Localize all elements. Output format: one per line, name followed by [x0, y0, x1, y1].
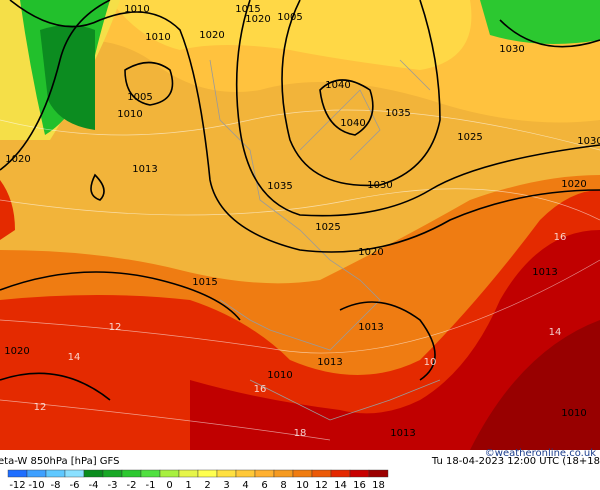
colorbar-label: -4 [89, 480, 99, 490]
colorbar-swatch [368, 469, 389, 478]
colorbar-swatch [102, 469, 123, 478]
isobar-label: 1013 [532, 267, 557, 278]
colorbar-label: -8 [51, 480, 61, 490]
isobar-label: 1040 [340, 118, 365, 129]
theta-label: 14 [68, 352, 81, 363]
colorbar-label: 1 [185, 480, 191, 490]
colorbar-label: 8 [280, 480, 286, 490]
colorbar-label: -2 [127, 480, 137, 490]
colorbar-label: 0 [166, 480, 172, 490]
isobar-label: 1025 [315, 222, 340, 233]
credit: ©weatheronline.co.uk [485, 448, 596, 459]
theta-contour [0, 109, 600, 441]
colorbar-label: -12 [9, 480, 25, 490]
isobar-label: 1015 [235, 4, 260, 15]
zone [190, 230, 600, 450]
labels: 1010 1015 1005 1010 1020 1020 1005 1010 1040 1040… [4, 4, 600, 439]
isobar-label: 1030 [577, 136, 600, 147]
isobar-label: 1010 [124, 4, 149, 15]
theta-label: 12 [109, 322, 122, 333]
isobar-label: 1013 [358, 322, 383, 333]
isobar-label: 1025 [457, 132, 482, 143]
colorbar-label: 14 [334, 480, 347, 490]
isobar-label: 1035 [385, 108, 410, 119]
isobar-label: 1013 [317, 357, 342, 368]
colorbar-swatch [254, 469, 275, 478]
colorbar-swatch [26, 469, 47, 478]
footer-title: eta-W 850hPa [hPa] GFS [0, 456, 119, 467]
isobar-label: 1010 [117, 109, 142, 120]
isobar-label: 1020 [561, 179, 586, 190]
isobar-label: 1035 [267, 181, 292, 192]
isobar [0, 0, 600, 253]
colorbar-swatch [311, 469, 332, 478]
colorbar-label: -10 [28, 480, 44, 490]
theta-label: 16 [554, 232, 567, 243]
isobar-label: 1020 [358, 247, 383, 258]
colorbar-swatch [273, 469, 294, 478]
isobar-label: 1010 [267, 370, 292, 381]
isobar-label: 1010 [561, 408, 586, 419]
coastline [209, 59, 441, 421]
isobar-label: 1020 [5, 154, 30, 165]
isobar-label: 1020 [199, 30, 224, 41]
theta-label: 16 [254, 384, 267, 395]
colorbar-swatch [7, 469, 28, 478]
isobar [235, 0, 600, 217]
colorbar-swatch [330, 469, 351, 478]
colorbar-swatch [178, 469, 199, 478]
colorbar-label: -1 [146, 480, 156, 490]
colorbar-label: -3 [108, 480, 118, 490]
theta-label: 12 [34, 402, 47, 413]
zone [110, 0, 472, 70]
zone [40, 25, 95, 130]
colorbar-label: 12 [315, 480, 328, 490]
colorbar-swatch [64, 469, 85, 478]
colorbar-swatch [159, 469, 180, 478]
isobar-label: 1010 [145, 32, 170, 43]
theta-label: 10 [424, 357, 437, 368]
map [0, 0, 600, 450]
isobar [0, 19, 600, 401]
isobar-label: 1005 [127, 92, 152, 103]
footer-time: Tu 18-04-2023 12:00 UTC (18+18 [431, 456, 600, 467]
colorbar-swatch [235, 469, 256, 478]
isobar [90, 61, 374, 201]
isobar-label: 1013 [390, 428, 415, 439]
isobar-label: 1030 [367, 180, 392, 191]
colorbar-swatch [140, 469, 161, 478]
colorbar-swatch [292, 469, 313, 478]
isobar-label: 1015 [192, 277, 217, 288]
zone [470, 320, 600, 450]
colorbar-swatch [83, 469, 104, 478]
colorbar-label: 16 [353, 480, 366, 490]
zone [480, 0, 600, 44]
isobar-label: 1005 [277, 12, 302, 23]
colorbar-swatch [197, 469, 218, 478]
isobar-label: 1030 [499, 44, 524, 55]
isobar-label: 1020 [245, 14, 270, 25]
isobar-label: 1013 [132, 164, 157, 175]
zone [0, 180, 15, 240]
isobar-label: 1020 [4, 346, 29, 357]
colorbar-label: -6 [70, 480, 80, 490]
colorbar-label: 18 [372, 480, 385, 490]
theta-label: 18 [294, 428, 307, 439]
colorbar-label: 6 [261, 480, 267, 490]
colorbar-swatch [45, 469, 66, 478]
colorbar-swatch [216, 469, 237, 478]
colorbar-label: 4 [242, 480, 248, 490]
colorbar-swatch [349, 469, 370, 478]
isobar-label: 1040 [325, 80, 350, 91]
colorbar: -12 -10 -8 -6 -4 -3 -2 -1 0 1 2 3 4 6 8 10 12 14 16 18 [7, 469, 389, 490]
colorbar-label: 3 [223, 480, 229, 490]
colorbar-label: 2 [204, 480, 210, 490]
colorbar-label: 10 [296, 480, 309, 490]
colorbar-swatch [121, 469, 142, 478]
theta-label: 14 [549, 327, 562, 338]
